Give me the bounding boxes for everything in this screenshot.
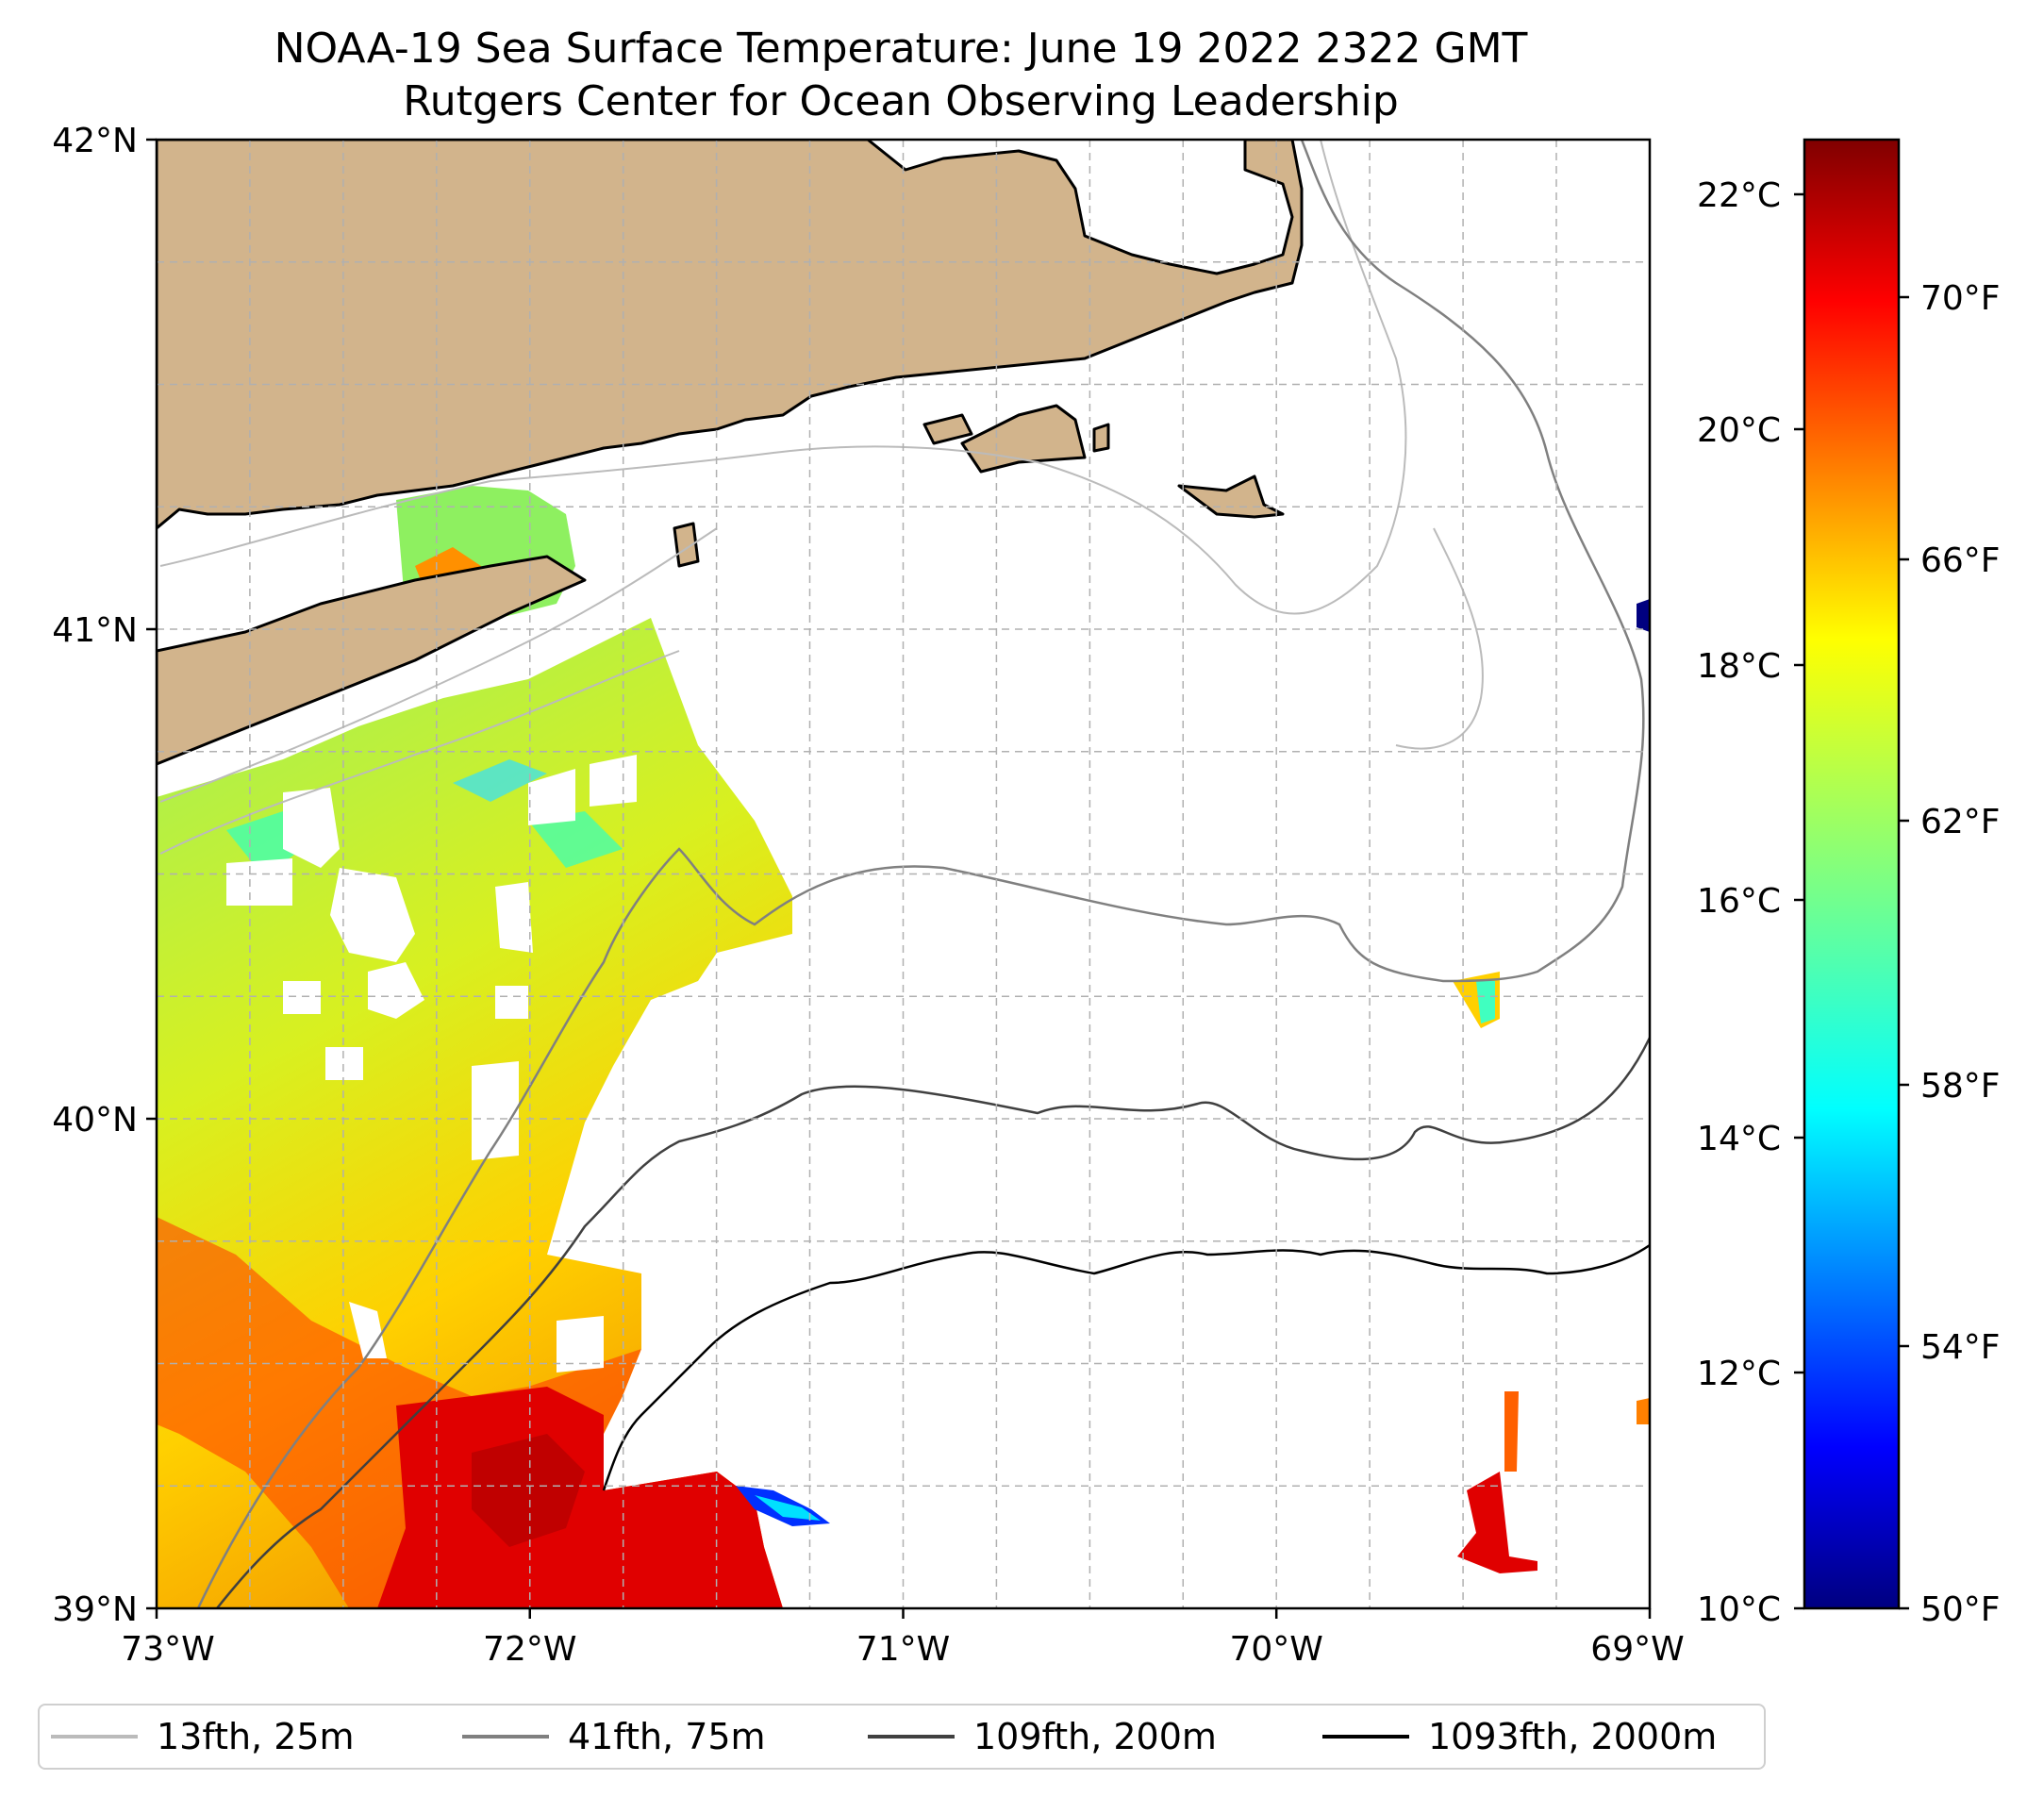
fahrenheit-label: 66°F	[1920, 541, 2001, 580]
colorbar-celsius-labels: 22°C 20°C 18°C 16°C 14°C 12°C 10°C	[1697, 176, 1781, 1629]
legend-label: 13fth, 25m	[157, 1716, 355, 1757]
map-title: NOAA-19 Sea Surface Temperature: June 19…	[274, 25, 1528, 73]
longitude-labels: 73°W 72°W 71°W 70°W 69°W	[121, 1630, 1684, 1669]
map-subtitle: Rutgers Center for Ocean Observing Leade…	[403, 77, 1399, 125]
lat-label-42n: 42°N	[52, 122, 138, 160]
bathymetry-contours	[159, 140, 1650, 1608]
lat-label-41n: 41°N	[52, 611, 138, 650]
legend-label: 109fth, 200m	[973, 1716, 1217, 1757]
legend-label: 1093fth, 2000m	[1428, 1716, 1718, 1757]
lat-label-40n: 40°N	[52, 1101, 138, 1140]
legend-label: 41fth, 75m	[568, 1716, 766, 1757]
celsius-label: 20°C	[1697, 411, 1781, 450]
legend-line-swatch	[868, 1735, 955, 1739]
colorbar-gradient	[1803, 138, 1901, 1610]
celsius-label: 22°C	[1697, 176, 1781, 215]
legend-item-25m: 13fth, 25m	[51, 1705, 355, 1768]
sst-data-field	[157, 486, 1650, 1608]
lat-label-39n: 39°N	[52, 1590, 138, 1629]
fahrenheit-label: 62°F	[1920, 803, 2001, 841]
colorbar-ticks	[1794, 192, 1909, 1610]
legend-line-swatch	[462, 1735, 549, 1739]
colorbar-fahrenheit-labels: 70°F 66°F 62°F 58°F 54°F 50°F	[1920, 279, 2001, 1629]
celsius-label: 14°C	[1697, 1120, 1781, 1158]
lon-label-70w: 70°W	[1229, 1630, 1322, 1669]
legend-line-swatch	[1322, 1735, 1409, 1739]
lon-label-73w: 73°W	[121, 1630, 214, 1669]
fahrenheit-label: 50°F	[1920, 1590, 2001, 1629]
axis-ticks	[146, 138, 1652, 1619]
contour-legend: 13fth, 25m 41fth, 75m 109fth, 200m 1093f…	[38, 1704, 1766, 1770]
fahrenheit-label: 58°F	[1920, 1067, 2001, 1106]
lon-label-69w: 69°W	[1590, 1630, 1684, 1669]
graticule-grid	[157, 140, 1650, 1608]
legend-item-2000m: 1093fth, 2000m	[1322, 1705, 1717, 1768]
celsius-label: 12°C	[1697, 1355, 1781, 1393]
colorbar: 22°C 20°C 18°C 16°C 14°C 12°C 10°C 70°F …	[1697, 138, 2001, 1629]
fahrenheit-label: 54°F	[1920, 1328, 2001, 1367]
lon-label-72w: 72°W	[483, 1630, 576, 1669]
map-plot-area	[157, 140, 1650, 1608]
celsius-label: 18°C	[1697, 647, 1781, 686]
latitude-labels: 42°N 41°N 40°N 39°N	[52, 122, 138, 1629]
legend-item-200m: 109fth, 200m	[868, 1705, 1217, 1768]
fahrenheit-label: 70°F	[1920, 279, 2001, 318]
land-masses	[157, 140, 1304, 766]
legend-item-75m: 41fth, 75m	[462, 1705, 766, 1768]
celsius-label: 16°C	[1697, 882, 1781, 921]
lon-label-71w: 71°W	[856, 1630, 950, 1669]
celsius-label: 10°C	[1697, 1590, 1781, 1629]
legend-line-swatch	[51, 1735, 138, 1739]
